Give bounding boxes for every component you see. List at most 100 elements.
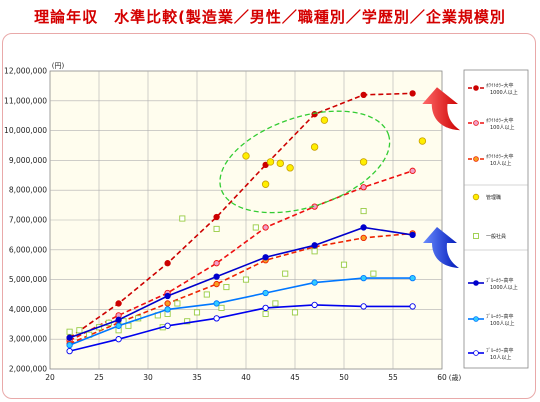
scatter-point (193, 309, 201, 316)
x-tick-label: 60 (437, 373, 447, 382)
scatter-point (320, 116, 329, 124)
series-point (213, 260, 220, 267)
legend-entry-5: 一般社員 (473, 233, 506, 240)
x-tick-label: 25 (94, 373, 104, 382)
scatter-point (179, 215, 186, 222)
scatter-point (311, 248, 318, 255)
y-tick-label: 8,000,000 (9, 186, 47, 195)
series-point (164, 300, 171, 307)
y-tick-label: 6,000,000 (9, 245, 47, 254)
series-point (164, 260, 171, 267)
scatter-point (291, 309, 299, 316)
series-point (262, 289, 269, 297)
highlight-ellipse (219, 110, 391, 214)
x-tick-label: 55 (388, 373, 398, 382)
series-point (409, 231, 416, 239)
series-point (66, 342, 73, 349)
scatter-point (218, 304, 225, 311)
x-tick-label: 40 (241, 373, 251, 382)
series-point (360, 274, 367, 282)
legend-label: ﾌﾞﾙｰｶﾗｰ高卒 (486, 347, 514, 354)
series-4 (242, 116, 427, 188)
legend-label: ﾌﾞﾙｰｶﾗｰ高卒 (486, 277, 514, 284)
series-point (164, 306, 171, 313)
series-line (69, 170, 413, 342)
series-point (115, 322, 122, 329)
legend-label: 管理職 (486, 194, 501, 201)
x-tick-label: 50 (339, 373, 349, 382)
scatter-point (282, 270, 289, 277)
series-point (213, 315, 220, 322)
series-point (213, 213, 220, 221)
scatter-point (310, 143, 319, 151)
series-point (360, 184, 367, 191)
legend-label: ﾎﾜｲﾄｶﾗｰ大卒 (486, 153, 514, 160)
x-unit-label: (歳) (449, 373, 462, 382)
legend-marker (473, 280, 479, 286)
legend-label: 100人以上 (490, 124, 515, 131)
scatter-point (359, 158, 368, 166)
legend-marker (473, 316, 479, 322)
scatter-point (286, 164, 294, 172)
series-line (69, 277, 413, 346)
y-tick-label: 5,000,000 (9, 275, 47, 284)
series-line (69, 232, 413, 345)
x-tick-label: 45 (290, 373, 300, 382)
series-point (360, 224, 367, 231)
legend-label: 1000人以上 (490, 284, 518, 291)
series-point (409, 167, 416, 174)
y-tick-label: 2,000,000 (9, 365, 47, 374)
y-tick-label: 11,000,000 (4, 96, 47, 105)
series-point (360, 234, 367, 242)
series-point (311, 242, 318, 249)
y-tick-label: 4,000,000 (9, 305, 47, 314)
legend-marker (473, 85, 479, 91)
series-point (115, 316, 122, 323)
legend-label: 100人以上 (490, 320, 515, 327)
scatter-point (266, 158, 275, 166)
scatter-point (184, 318, 191, 325)
series-point (213, 300, 220, 307)
scatter-point (370, 270, 377, 277)
legend-label: 1000人以上 (490, 89, 518, 96)
series-point (360, 303, 367, 310)
red-curved-arrow (422, 87, 461, 131)
legend-marker (473, 233, 479, 239)
series-point (213, 280, 220, 288)
series-point (115, 300, 122, 307)
legend-marker (473, 156, 479, 162)
scatter-point (66, 328, 73, 335)
y-tick-label: 3,000,000 (9, 335, 47, 344)
scatter-point (252, 224, 259, 231)
scatter-point (125, 322, 132, 329)
scatter-point (276, 159, 284, 168)
series-line (69, 92, 413, 339)
legend-entry-4: 管理職 (472, 193, 501, 201)
legend-label: 一般社員 (486, 233, 506, 240)
y-tick-label: 7,000,000 (9, 216, 47, 225)
scatter-point (418, 137, 427, 145)
y-tick-label: 10,000,000 (4, 126, 47, 135)
series-point (262, 224, 269, 231)
series-point (409, 303, 416, 310)
series-point (409, 274, 416, 282)
series-7 (66, 274, 416, 349)
scatter-point (213, 225, 220, 232)
legend-marker (472, 193, 480, 201)
series-point (311, 279, 318, 286)
series-point (164, 292, 171, 300)
scatter-point (340, 261, 348, 268)
series-point (311, 301, 318, 309)
series-point (66, 334, 73, 341)
scatter-point (261, 180, 270, 188)
y-tick-label: 12,000,000 (4, 67, 47, 76)
scatter-point (262, 310, 269, 317)
y-unit-label: (円) (52, 62, 65, 70)
blue-curved-arrow (423, 227, 459, 268)
